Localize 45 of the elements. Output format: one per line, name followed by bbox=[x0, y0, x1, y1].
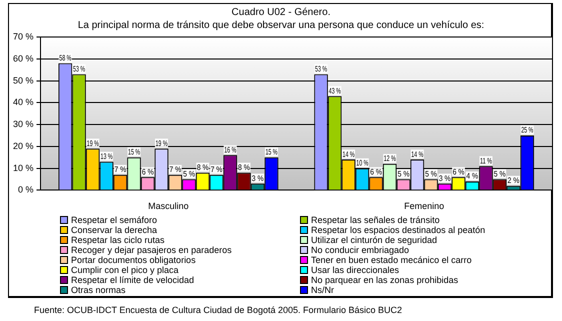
y-tick-label: 70 % bbox=[13, 31, 34, 42]
data-label: 3 % bbox=[438, 173, 452, 183]
legend-label: Respetar los espacios destinados al peatón bbox=[311, 225, 486, 235]
data-label: 5 % bbox=[494, 168, 506, 179]
legend-label: Usar las direccionales bbox=[311, 265, 400, 275]
legend-label: Respetar las ciclo rutas bbox=[71, 235, 165, 245]
legend-label: Cumplir con el pico y placa bbox=[71, 265, 179, 275]
data-label: 4 % bbox=[466, 171, 479, 181]
legend-label: Ns/Nr bbox=[311, 285, 334, 295]
data-label: 5 % bbox=[398, 168, 410, 179]
legend-label: Respetar el límite de velocidad bbox=[71, 275, 194, 285]
legend-label: No conducir embriagado bbox=[311, 245, 410, 255]
y-tick-label: 50 % bbox=[13, 75, 34, 86]
data-label: 2 % bbox=[508, 176, 520, 186]
y-tick-label: 0 % bbox=[18, 184, 34, 195]
legend-label: Respetar las señales de tránsito bbox=[311, 215, 440, 225]
y-tick-label: 60 % bbox=[13, 53, 34, 64]
source-note: Fuente: OCUB-IDCT Encuesta de Cultura Ciudad de Bogotá 2005. Formulario Básico BUC2 bbox=[34, 305, 402, 315]
legend-label: Tener en buen estado mecánico el carro bbox=[311, 255, 472, 265]
data-label: 6 % bbox=[370, 166, 382, 176]
legend-label: Otras normas bbox=[71, 285, 126, 295]
data-label: 8 % bbox=[196, 162, 210, 172]
data-label: 7 % bbox=[210, 164, 223, 174]
legend-label: Portar documentos obligatorios bbox=[71, 255, 196, 265]
y-tick-label: 20 % bbox=[13, 140, 34, 151]
chart-title: Cuadro U02 - Género. bbox=[232, 6, 330, 18]
legend-label: Respetar el semáforo bbox=[71, 215, 158, 225]
data-label: 3 % bbox=[252, 173, 264, 183]
legend-label: Utilizar el cinturón de seguridad bbox=[311, 235, 438, 245]
data-label: 7 % bbox=[114, 164, 127, 174]
y-tick-label: 30 % bbox=[13, 119, 34, 130]
data-label: 7 % bbox=[169, 164, 182, 174]
legend-label: Conservar la derecha bbox=[71, 225, 158, 235]
data-label: 5 % bbox=[425, 168, 438, 179]
data-label: 8 % bbox=[238, 162, 250, 172]
legend-label: No parquear en las zonas prohibidas bbox=[311, 275, 458, 285]
data-label: 6 % bbox=[452, 166, 465, 176]
x-tick-label: Femenino bbox=[404, 201, 444, 212]
y-tick-label: 10 % bbox=[13, 162, 34, 173]
chart-subtitle: La principal norma de tránsito que debe observar una persona que conduce un vehículo es: bbox=[78, 20, 484, 31]
data-label: 6 % bbox=[142, 166, 154, 176]
x-tick-label: Masculino bbox=[148, 201, 189, 212]
legend-label: Recoger y dejar pasajeros en paraderos bbox=[71, 245, 232, 255]
data-label: 5 % bbox=[183, 168, 196, 179]
y-tick-label: 40 % bbox=[13, 97, 34, 108]
